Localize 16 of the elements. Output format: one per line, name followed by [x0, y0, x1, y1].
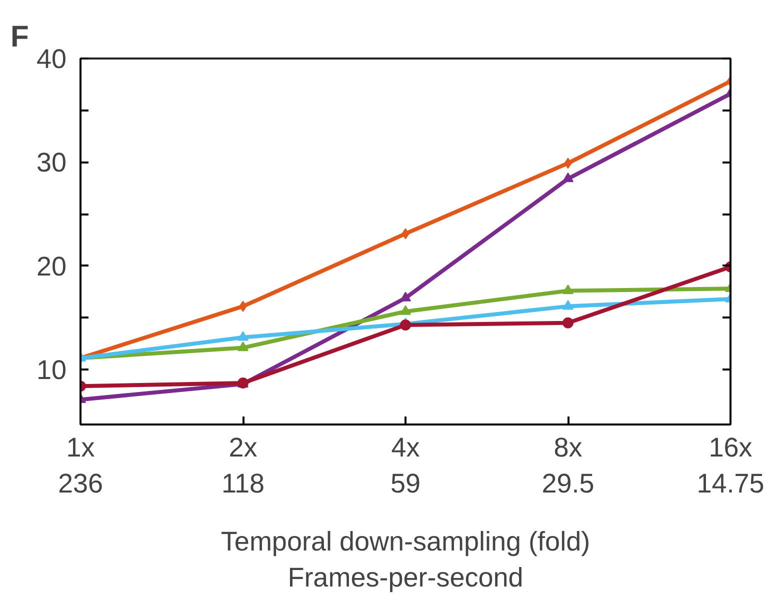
y-tick-label: 30 [36, 148, 67, 178]
point [400, 305, 411, 315]
x-tick-label: 1x 236 [58, 432, 104, 498]
y-tick-label: 20 [36, 251, 67, 282]
point [238, 342, 248, 352]
x-axis-title: Temporal down-sampling (fold) Frames-per-second [220, 526, 590, 592]
y-tick-label: 40 [36, 44, 67, 74]
point [400, 319, 411, 330]
point [562, 284, 574, 294]
point [562, 317, 574, 328]
x-tick-label: 4x 59 [390, 432, 421, 498]
x-tick-label: 2x 118 [221, 432, 265, 498]
y-tick-label: 10 [36, 355, 67, 386]
x-tick-label: 16x 14.75 [696, 432, 764, 498]
x-tick-label: 8x 29.5 [542, 432, 594, 498]
chart-title: F [10, 20, 29, 54]
